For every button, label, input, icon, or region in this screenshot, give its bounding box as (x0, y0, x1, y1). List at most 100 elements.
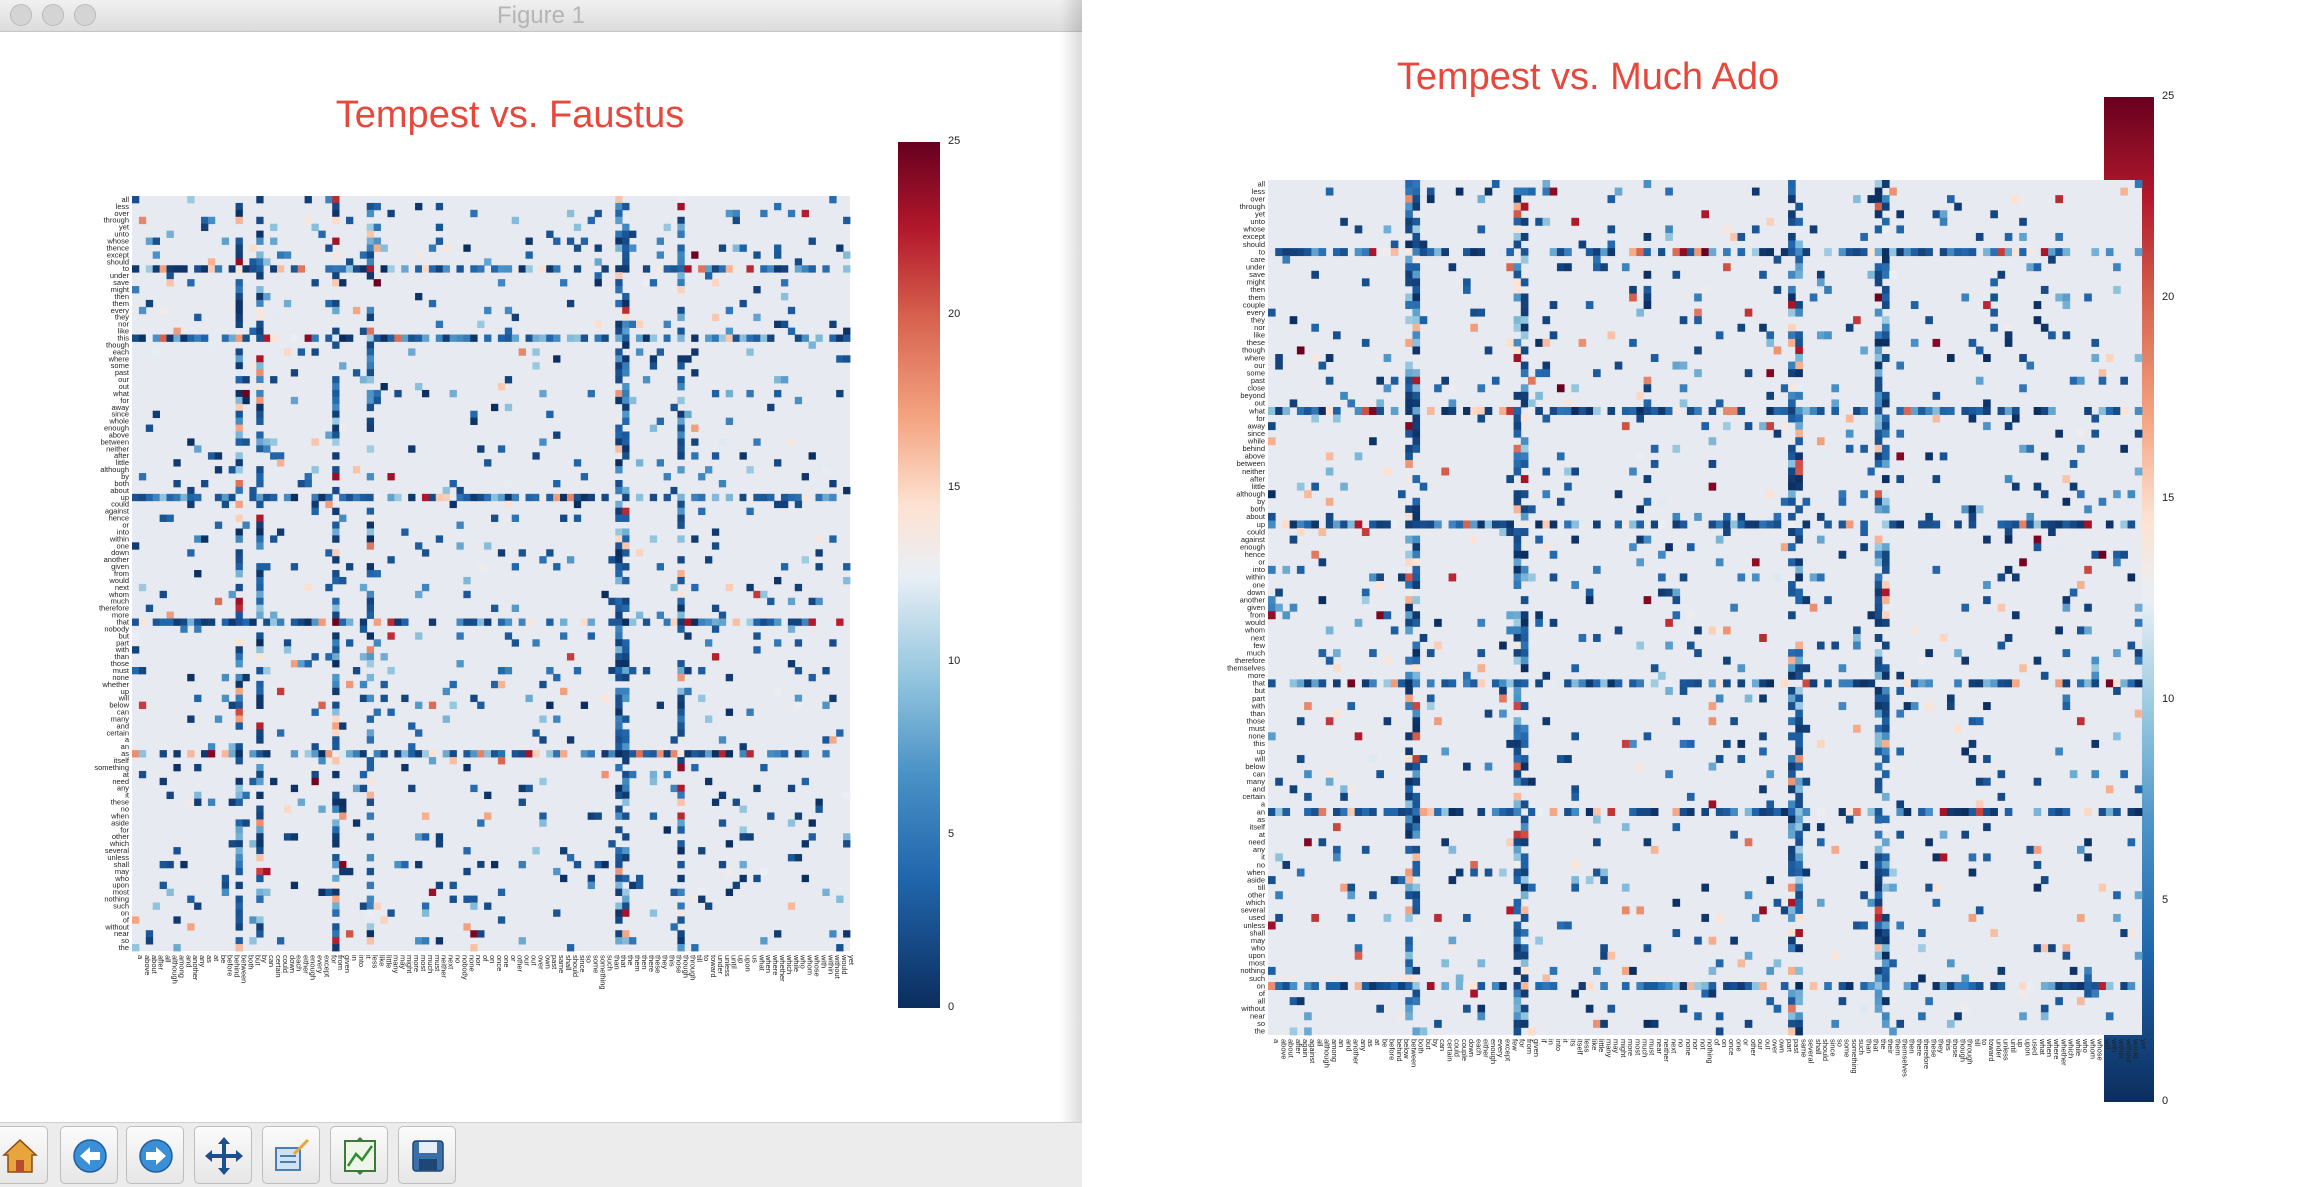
heatmap-cell (1564, 406, 1572, 415)
x-tick-label: not (1698, 1039, 1707, 1050)
heatmap-cell (366, 334, 375, 342)
heatmap-cell (1802, 664, 1811, 673)
x-tick-label: certain (1446, 1039, 1455, 1062)
heatmap-cell (263, 258, 271, 266)
heatmap-cell (518, 798, 526, 806)
heatmap-cell (235, 570, 243, 578)
heatmap-cell (332, 632, 340, 640)
heatmap-cell (1513, 929, 1522, 938)
x-tick-label: when (764, 954, 773, 973)
heatmap-cell (615, 604, 623, 612)
heatmap-cell (1874, 180, 1883, 188)
home-button[interactable] (0, 1126, 48, 1184)
x-tick-label: at (1373, 1039, 1382, 1046)
heatmap-cell (1874, 702, 1883, 711)
heatmap-cell (138, 583, 147, 592)
heatmap-cell (677, 944, 685, 952)
heatmap-cell (1347, 913, 1356, 922)
x-tick-label: where (2052, 1038, 2061, 1059)
heatmap-cell (387, 265, 395, 273)
y-tick-label: with (115, 645, 129, 654)
heatmap-cell (346, 639, 354, 647)
heatmap-cell (1932, 210, 1941, 219)
heatmap-cell (1795, 815, 1803, 824)
heatmap-cell (256, 639, 264, 647)
save-button[interactable] (398, 1126, 456, 1184)
x-tick-label: in (1547, 1039, 1556, 1045)
heatmap-cell (1325, 626, 1334, 635)
heatmap-cell (1296, 679, 1305, 688)
heatmap-cell (829, 736, 837, 744)
heatmap-cell (138, 770, 147, 779)
heatmap-cell (228, 493, 236, 502)
heatmap-cell (332, 376, 340, 384)
heatmap-cell (1542, 414, 1551, 423)
x-tick-label: although (1323, 1039, 1332, 1068)
heatmap-cell (332, 389, 340, 398)
heatmap-cell (1795, 1027, 1803, 1036)
pan-button[interactable] (194, 1126, 252, 1184)
heatmap-cell (677, 715, 685, 723)
heatmap-cell (1513, 550, 1522, 559)
heatmap-cell (1412, 596, 1421, 605)
heatmap-cell (221, 237, 230, 245)
heatmap-cell (1520, 959, 1529, 968)
heatmap-cell (1513, 800, 1522, 809)
heatmap-cell (1701, 982, 1710, 991)
heatmap-cell (1412, 429, 1421, 438)
heatmap-cell (366, 514, 375, 522)
x-tick-label: neither (440, 955, 449, 978)
heatmap-cell (1708, 626, 1717, 635)
heatmap-cell (677, 244, 685, 252)
back-arrow-icon (73, 1139, 107, 1173)
back-button[interactable] (60, 1126, 118, 1184)
heatmap-cell (677, 493, 685, 502)
heatmap-cell (1347, 808, 1356, 816)
heatmap-cell (1571, 406, 1579, 415)
heatmap-cell (1766, 966, 1775, 975)
heatmap-cell (1874, 876, 1883, 885)
colorbar-tick-label: 5 (948, 827, 955, 840)
heatmap-cell (504, 334, 513, 342)
heatmap-cell (1802, 777, 1811, 786)
heatmap-cell (159, 777, 167, 786)
zoom-window-button[interactable] (74, 4, 96, 26)
heatmap-cell (1571, 808, 1579, 816)
close-window-button[interactable] (10, 4, 32, 26)
heatmap-cell (787, 625, 796, 633)
y-tick-label: none (1248, 732, 1265, 741)
heatmap-cell (2120, 550, 2128, 559)
heatmap-cell (553, 750, 561, 758)
heatmap-cell (359, 583, 368, 592)
heatmap-cell (270, 334, 278, 342)
heatmap-cell (843, 327, 851, 335)
heatmap-cell (387, 618, 395, 626)
heatmap-cell (235, 549, 243, 557)
heatmap-cell (615, 860, 623, 869)
heatmap-cell (1932, 475, 1941, 484)
heatmap-cell (1723, 656, 1731, 665)
heatmap-cell (1405, 270, 1413, 279)
heatmap-cell (366, 777, 375, 786)
heatmap-cell (1744, 369, 1753, 378)
heatmap-cell (1730, 232, 1738, 241)
heatmap-cell (1542, 490, 1551, 499)
heatmap-cell (256, 653, 264, 661)
heatmap-cell (539, 736, 547, 744)
zoom-button[interactable] (262, 1126, 320, 1184)
colorbar-left (898, 142, 940, 1008)
heatmap-cell (1520, 202, 1529, 211)
heatmap-cell (1874, 573, 1883, 582)
subplots-button[interactable] (330, 1126, 388, 1184)
heatmap-cell (622, 798, 630, 806)
minimize-window-button[interactable] (42, 4, 64, 26)
heatmap-cell (622, 653, 630, 661)
heatmap-cell (1708, 966, 1717, 975)
heatmap-cell (2091, 679, 2100, 688)
forward-button[interactable] (126, 1126, 184, 1184)
heatmap-cell (408, 334, 416, 342)
heatmap-cell (1766, 876, 1775, 885)
heatmap-cell (2055, 195, 2063, 204)
heatmap-cell (2076, 679, 2085, 688)
heatmap-cell (1730, 830, 1738, 839)
